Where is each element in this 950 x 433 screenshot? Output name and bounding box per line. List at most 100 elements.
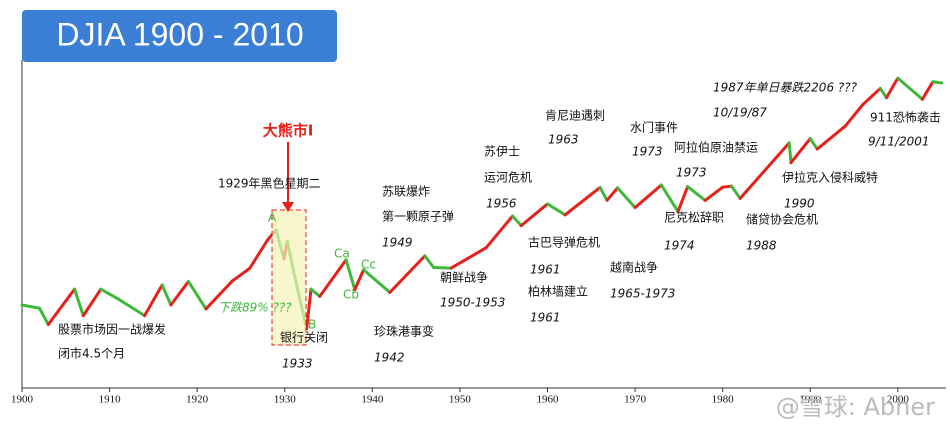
line-segment [633,183,663,210]
line-segment [99,287,120,301]
label: 水门事件 [630,120,678,135]
line-segment [703,185,725,202]
line-segment [38,306,50,327]
label: 1956 [486,197,517,211]
line-segment [884,76,900,100]
line-segment [423,254,436,270]
line-segment [46,287,77,327]
label: 肯尼迪遇刺 [545,109,605,123]
x-tick-label: 1930 [274,394,297,406]
x-tick-label: 1910 [99,394,122,406]
label: 1963 [548,133,579,147]
label: Ca [334,247,350,261]
line-segment [432,266,453,270]
label: 1949 [382,236,413,250]
line-segment [309,287,322,298]
label: 银行关闭 [280,331,328,345]
line-segment [605,186,620,202]
arrow-head [282,202,294,212]
line-segment [738,141,791,200]
label: B [308,318,316,332]
line-segment [789,137,812,165]
line-segment [362,268,392,294]
label: 1987年单日暴跌2206 ??? [713,81,858,95]
line-segment [787,141,793,165]
label: 苏伊士 [484,145,520,159]
line-segment [186,279,208,311]
label: 储贷协会危机 [746,212,818,227]
label: 运河危机 [484,171,532,185]
watermark: @雪球: Abner [776,393,935,421]
line-segment [449,246,488,270]
label: 朝鲜战争 [440,271,488,285]
line-segment [230,266,252,283]
line-segment [815,124,847,151]
label: 1974 [664,239,695,253]
line-segment [920,80,935,101]
x-tick-label: 1900 [11,394,34,406]
line-segment [510,214,523,228]
label: Cc [361,258,376,272]
label: 1961 [530,263,561,277]
label: 1929年黑色星期二 [218,177,321,191]
label: Cb [343,288,359,302]
label: 珍珠港事变 [374,324,434,339]
line-segment [931,80,944,85]
label: 1990 [784,197,815,211]
label: 1950-1953 [440,296,505,310]
line-segment [878,86,888,100]
line-segment [388,254,427,294]
line-segment [73,287,85,318]
label: 第一颗原子弹 [382,210,454,224]
label: 柏林墙建立 [528,284,588,299]
plot: 1900 1910 1920 1930 1940 1950 1960 1970 1980 1990… [11,60,946,406]
label: 下跌89% ??? [218,301,292,315]
line-segment [861,86,882,107]
label: 苏联爆炸 [382,185,430,199]
label: 伊拉克入侵科威特 [782,170,878,185]
label: 10/19/87 [713,106,767,120]
line-segment [344,258,357,292]
line-segment [116,297,147,318]
x-tick-label: 1990 [799,394,822,406]
label: 1973 [632,145,663,159]
label: 股票市场因一战爆发 [58,322,166,337]
line-segment [353,268,366,292]
annotations: 大熊市I 下跌89% ??? A B Ca Cb Cc 股票市场因一战爆发 闭市… [58,81,941,422]
label: 1988 [746,239,777,253]
x-tick-label: 1970 [624,394,647,406]
line-segment [519,202,549,228]
line-segment [318,258,348,298]
line-segment [143,283,164,318]
line-segment [160,283,173,307]
line-segment [729,184,742,200]
line-segment [545,202,567,217]
x-tick-label: 1940 [361,394,384,406]
line-segment [169,279,190,307]
label: 尼克松辞职 [664,210,724,225]
line-segment [20,303,42,310]
line-segment [843,103,865,128]
line-segment [248,239,269,270]
x-tick-label: 2000 [887,394,910,406]
line-segment [204,279,234,311]
line-segment [616,186,637,210]
line-segment [305,287,313,331]
label: 越南战争 [610,260,658,275]
label: 1965-1973 [610,287,675,301]
line-segment [598,185,609,202]
label: 古巴导弹危机 [528,235,600,250]
x-tick-label: 1920 [186,394,209,406]
line-segment [484,214,514,250]
title-box [22,10,337,62]
line-segment [563,185,602,217]
label: 1961 [530,311,561,325]
label: 1973 [676,166,707,180]
line-segment [686,185,707,202]
bear-box [271,209,307,346]
line-segment [676,185,690,214]
x-tick-label: 1950 [449,394,472,406]
line-segment [896,76,924,101]
label: 闭市4.5个月 [58,346,125,361]
